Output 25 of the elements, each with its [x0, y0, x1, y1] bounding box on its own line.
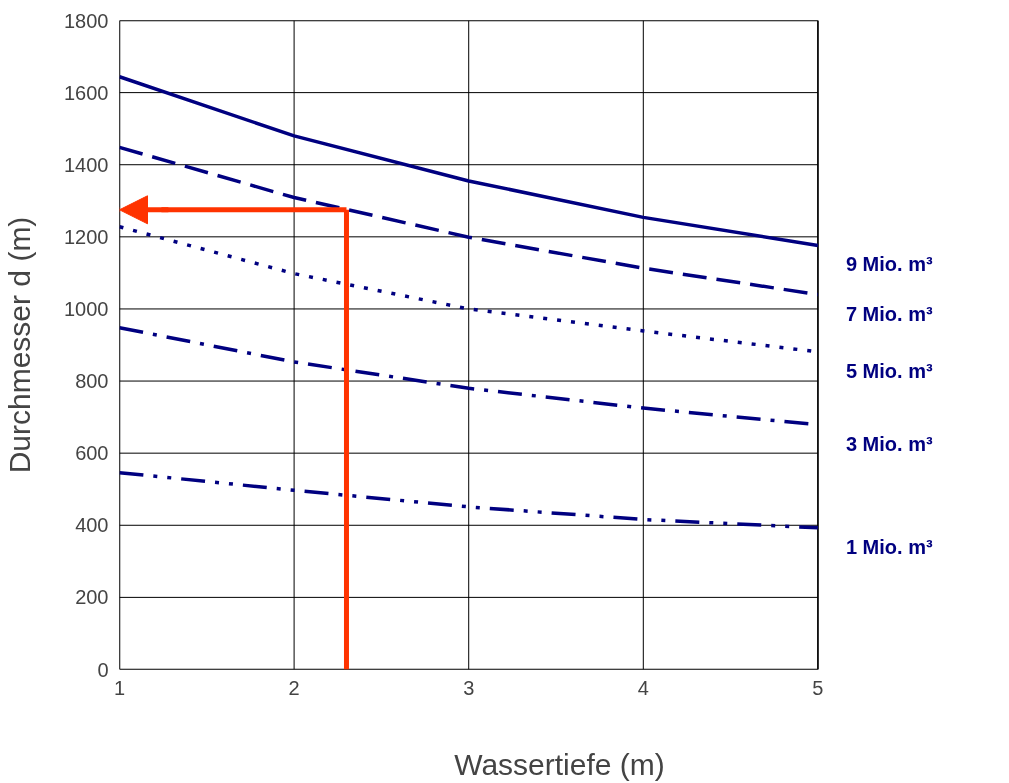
series-label: 3 Mio. m³ [845, 432, 933, 455]
y-tick-label: 1000 [64, 297, 109, 320]
y-tick-label: 0 [97, 658, 109, 681]
x-tick-label: 3 [463, 676, 475, 699]
series-label: 1 Mio. m³ [845, 535, 933, 558]
x-tick-label: 1 [113, 676, 126, 699]
line-series [119, 75, 820, 248]
x-tick-label: 2 [288, 676, 300, 699]
line-series [119, 470, 820, 530]
y-tick-label: 1600 [64, 81, 109, 104]
y-tick-label: 1800 [64, 9, 109, 32]
line-series [119, 145, 820, 297]
y-tick-label: 1400 [64, 153, 109, 176]
x-axis-title: Wassertiefe (m) [454, 747, 665, 781]
series-label: 7 Mio. m³ [845, 302, 933, 325]
y-tick-label: 200 [75, 586, 109, 609]
y-tick-label: 400 [75, 514, 109, 537]
x-tick-label: 4 [637, 676, 649, 699]
series-label: 9 Mio. m³ [845, 253, 933, 276]
y-tick-label: 600 [75, 442, 109, 465]
x-tick-label: 5 [812, 676, 824, 699]
y-axis-title: Durchmesser d (m) [3, 216, 37, 474]
y-tick-label: 1200 [64, 225, 109, 248]
series-label: 5 Mio. m³ [845, 359, 933, 382]
y-tick-label: 800 [75, 370, 109, 393]
